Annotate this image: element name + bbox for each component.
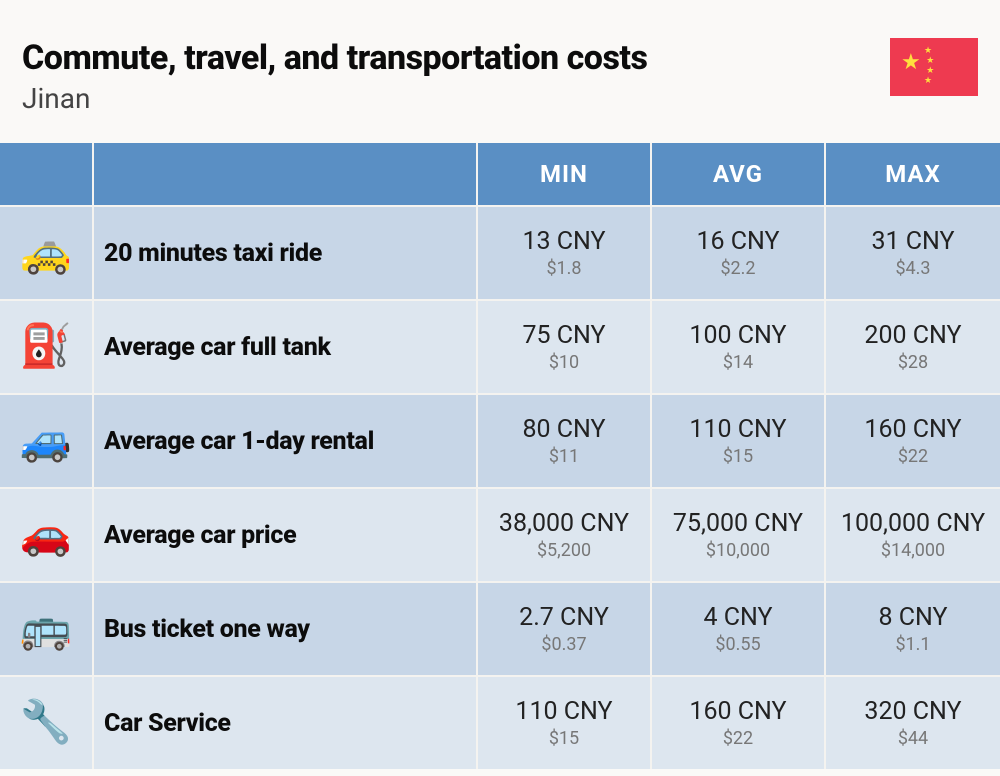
row-label: Average car full tank (94, 299, 478, 393)
china-flag-icon: ★ ★ ★ ★★ (890, 38, 978, 96)
cell-max: 200 CNY$28 (826, 299, 1000, 393)
value-usd: $10 (549, 352, 579, 373)
cost-table: MIN AVG MAX 🚕20 minutes taxi ride13 CNY$… (0, 143, 1000, 769)
cell-avg: 110 CNY$15 (652, 393, 826, 487)
value-cny: 31 CNY (871, 227, 954, 256)
cell-max: 8 CNY$1.1 (826, 581, 1000, 675)
value-cny: 200 CNY (864, 321, 961, 350)
value-usd: $15 (549, 728, 579, 749)
value-usd: $22 (898, 446, 928, 467)
cell-avg: 4 CNY$0.55 (652, 581, 826, 675)
column-avg: AVG (652, 143, 826, 205)
value-cny: 100,000 CNY (841, 509, 985, 538)
value-cny: 320 CNY (864, 697, 961, 726)
value-usd: $0.55 (715, 634, 760, 655)
table-body: 🚕20 minutes taxi ride13 CNY$1.816 CNY$2.… (0, 205, 1000, 769)
value-cny: 160 CNY (689, 697, 786, 726)
cell-avg: 75,000 CNY$10,000 (652, 487, 826, 581)
header-blank-icon (0, 143, 94, 205)
value-cny: 38,000 CNY (499, 509, 629, 538)
cell-min: 13 CNY$1.8 (478, 205, 652, 299)
table-header: MIN AVG MAX (0, 143, 1000, 205)
row-icon: ⛽ (0, 299, 94, 393)
value-usd: $0.37 (541, 634, 586, 655)
row-icon: 🚗 (0, 487, 94, 581)
table-row: 🚕20 minutes taxi ride13 CNY$1.816 CNY$2.… (0, 205, 1000, 299)
cell-avg: 100 CNY$14 (652, 299, 826, 393)
column-max: MAX (826, 143, 1000, 205)
value-usd: $4.3 (895, 258, 930, 279)
table-row: ⛽Average car full tank75 CNY$10100 CNY$1… (0, 299, 1000, 393)
row-label: Average car 1-day rental (94, 393, 478, 487)
value-cny: 13 CNY (522, 227, 605, 256)
column-min: MIN (478, 143, 652, 205)
cell-max: 160 CNY$22 (826, 393, 1000, 487)
table-row: 🚗Average car price38,000 CNY$5,20075,000… (0, 487, 1000, 581)
page-subtitle: Jinan (22, 82, 647, 115)
value-usd: $11 (549, 446, 579, 467)
table-row: 🚌Bus ticket one way2.7 CNY$0.374 CNY$0.5… (0, 581, 1000, 675)
value-cny: 160 CNY (864, 415, 961, 444)
row-label: Bus ticket one way (94, 581, 478, 675)
value-usd: $2.2 (720, 258, 755, 279)
value-cny: 75,000 CNY (673, 509, 803, 538)
value-cny: 75 CNY (522, 321, 605, 350)
cell-min: 38,000 CNY$5,200 (478, 487, 652, 581)
row-icon: 🚕 (0, 205, 94, 299)
value-cny: 8 CNY (878, 603, 947, 632)
row-label: Average car price (94, 487, 478, 581)
cell-max: 31 CNY$4.3 (826, 205, 1000, 299)
table-row: 🔧Car Service110 CNY$15160 CNY$22320 CNY$… (0, 675, 1000, 769)
header-text: Commute, travel, and transportation cost… (22, 38, 647, 115)
value-usd: $1.1 (895, 634, 930, 655)
row-label: Car Service (94, 675, 478, 769)
cell-max: 100,000 CNY$14,000 (826, 487, 1000, 581)
value-usd: $44 (898, 728, 928, 749)
table-row: 🚙Average car 1-day rental80 CNY$11110 CN… (0, 393, 1000, 487)
value-usd: $1.8 (546, 258, 581, 279)
value-cny: 110 CNY (515, 697, 612, 726)
value-usd: $5,200 (537, 540, 591, 561)
value-cny: 4 CNY (703, 603, 772, 632)
row-icon: 🚌 (0, 581, 94, 675)
row-label: 20 minutes taxi ride (94, 205, 478, 299)
value-usd: $10,000 (706, 540, 770, 561)
cell-min: 110 CNY$15 (478, 675, 652, 769)
cell-avg: 160 CNY$22 (652, 675, 826, 769)
page-title: Commute, travel, and transportation cost… (22, 38, 647, 78)
value-cny: 2.7 CNY (519, 603, 609, 632)
value-cny: 80 CNY (522, 415, 605, 444)
cell-min: 75 CNY$10 (478, 299, 652, 393)
value-usd: $22 (723, 728, 753, 749)
value-usd: $15 (723, 446, 753, 467)
cell-min: 2.7 CNY$0.37 (478, 581, 652, 675)
page-header: Commute, travel, and transportation cost… (0, 0, 1000, 143)
header-blank-label (94, 143, 478, 205)
cell-avg: 16 CNY$2.2 (652, 205, 826, 299)
value-usd: $14 (723, 352, 753, 373)
value-cny: 100 CNY (689, 321, 786, 350)
cell-min: 80 CNY$11 (478, 393, 652, 487)
value-cny: 110 CNY (689, 415, 786, 444)
value-usd: $28 (898, 352, 928, 373)
cell-max: 320 CNY$44 (826, 675, 1000, 769)
row-icon: 🔧 (0, 675, 94, 769)
row-icon: 🚙 (0, 393, 94, 487)
value-usd: $14,000 (881, 540, 945, 561)
value-cny: 16 CNY (696, 227, 779, 256)
